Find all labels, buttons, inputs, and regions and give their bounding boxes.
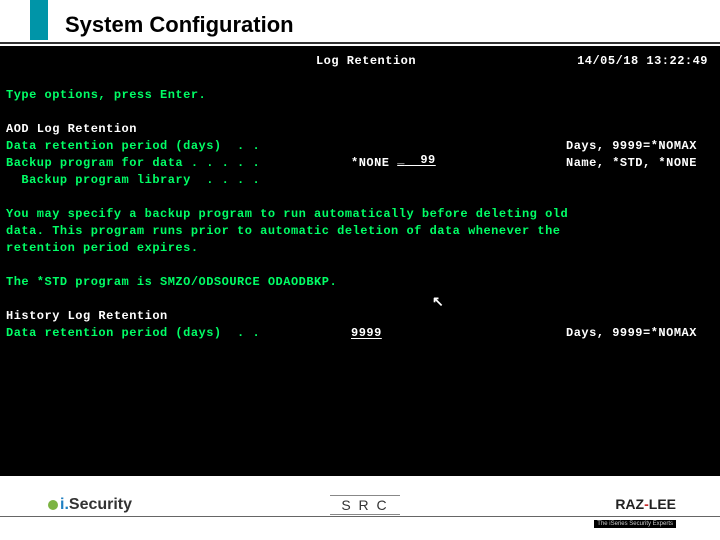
field-label: Backup program library . . . . [6, 173, 351, 190]
logo-brand-suffix: LEE [649, 496, 676, 512]
logo-tagline: The iSeries Security Experts [594, 520, 676, 528]
accent-bar [30, 0, 48, 40]
backup-library-row: Backup program library . . . . [6, 173, 714, 190]
logo-prefix: i. [60, 496, 69, 513]
field-hint: Days, 9999=*NOMAX [566, 326, 697, 343]
logo-brand: Security [69, 496, 132, 513]
field-hint: Days, 9999=*NOMAX [566, 139, 697, 156]
footer: i.Security S R C RAZ-LEE The iSeries Sec… [0, 476, 720, 540]
help-text: retention period expires. [6, 241, 714, 258]
backup-program-row: Backup program for data . . . . . *NONE … [6, 156, 714, 173]
field-hint: Name, *STD, *NONE [566, 156, 697, 173]
logo-dot-icon [48, 500, 58, 510]
aod-retention-row: Data retention period (days) . . _ 99 Da… [6, 139, 714, 156]
mouse-cursor-icon: ↖ [432, 294, 444, 311]
terminal-screen: Log Retention 14/05/18 13:22:49 Type opt… [0, 46, 720, 476]
instruction-text: Type options, press Enter. [6, 88, 714, 105]
src-logo: S R C [330, 494, 400, 516]
page-title: System Configuration [65, 12, 294, 38]
logo-brand: S R C [330, 497, 400, 513]
history-days-input[interactable]: 9999 [351, 326, 382, 340]
aod-section-heading: AOD Log Retention [6, 122, 714, 139]
razlee-logo: RAZ-LEE The iSeries Security Experts [594, 496, 676, 530]
help-text: data. This program runs prior to automat… [6, 224, 714, 241]
backup-library-input[interactable] [351, 173, 566, 190]
slide-header: System Configuration [0, 0, 720, 46]
help-text-std: The *STD program is SMZO/ODSOURCE ODAODB… [6, 275, 714, 292]
history-retention-row: Data retention period (days) . . 9999 Da… [6, 326, 714, 343]
field-label: Data retention period (days) . . [6, 326, 351, 343]
isecurity-logo: i.Security [48, 496, 132, 514]
logo-brand-prefix: RAZ [615, 496, 644, 512]
history-section-heading: History Log Retention [6, 309, 714, 326]
field-label: Backup program for data . . . . . [6, 156, 351, 173]
field-label: Data retention period (days) . . [6, 139, 351, 156]
title-underline [0, 42, 720, 44]
timestamp: 14/05/18 13:22:49 [577, 54, 708, 68]
backup-program-input[interactable]: *NONE [351, 156, 566, 173]
help-text: You may specify a backup program to run … [6, 207, 714, 224]
